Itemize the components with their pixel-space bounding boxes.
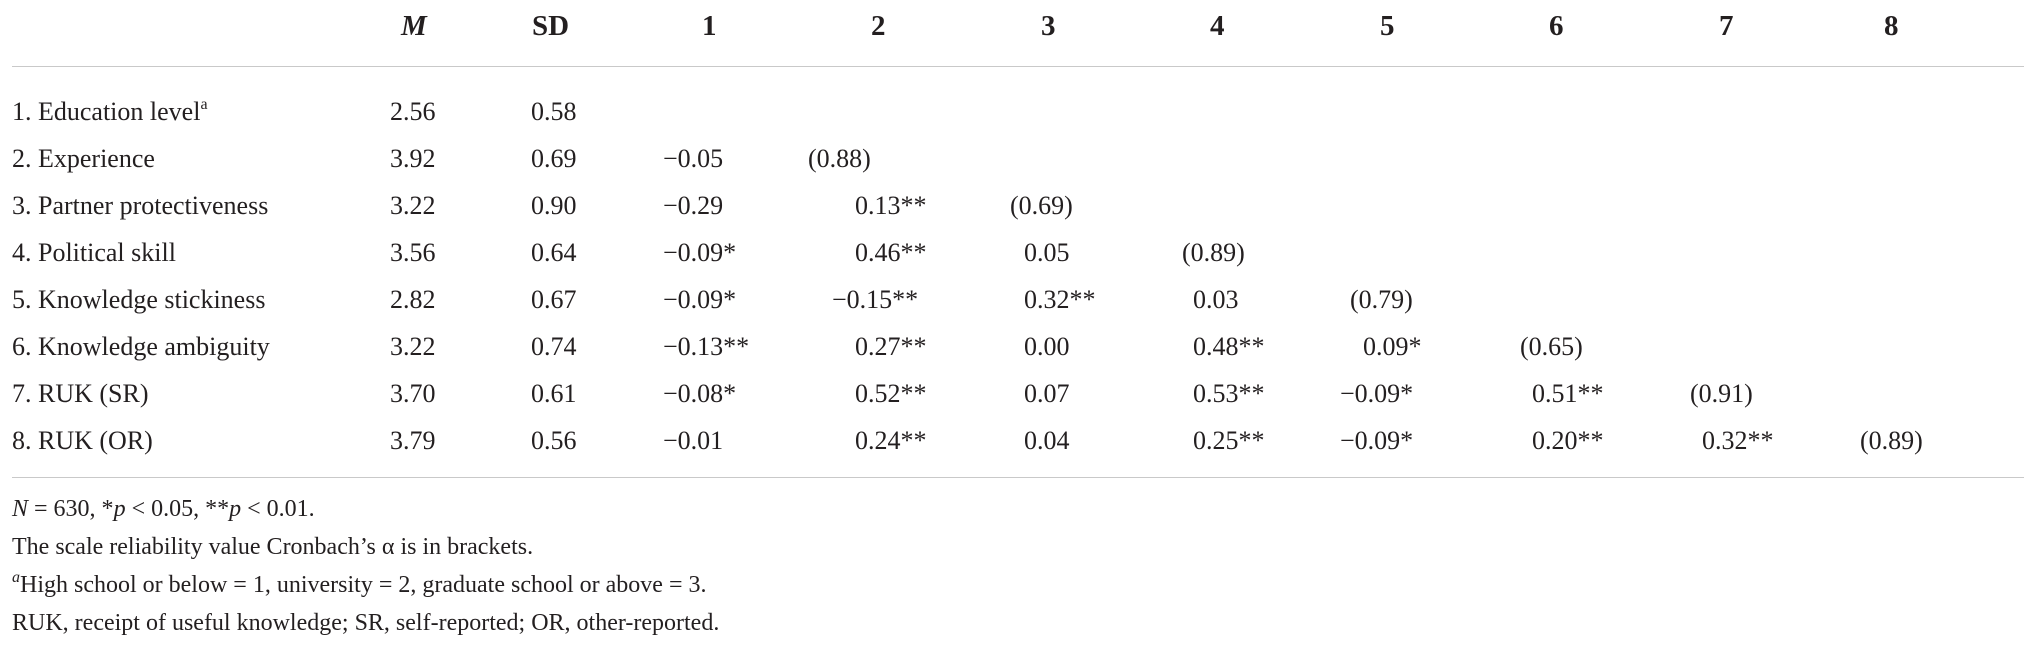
- correlation-cell: −0.13**: [663, 332, 750, 361]
- correlation-cell: 0.07: [1024, 379, 1070, 408]
- header-col-8: 8: [1884, 10, 1899, 42]
- header-col-1: 1: [702, 10, 717, 42]
- note-abbreviations: RUK, receipt of useful knowledge; SR, se…: [12, 610, 720, 636]
- correlation-cell: 0.09*: [1363, 332, 1422, 361]
- sd-value: 0.90: [531, 191, 577, 220]
- table-bottom-divider: [12, 477, 2024, 478]
- sd-value: 0.61: [531, 379, 577, 408]
- correlation-cell: −0.09*: [1340, 426, 1414, 455]
- correlation-cell: 0.03: [1193, 285, 1239, 314]
- reliability-cell: (0.89): [1860, 426, 1923, 455]
- reliability-cell: (0.89): [1182, 238, 1245, 267]
- mean-value: 3.79: [390, 426, 436, 455]
- variable-label: 8. RUK (OR): [12, 426, 153, 455]
- variable-label: 2. Experience: [12, 144, 155, 173]
- table-row: 2. Experience 3.92 0.69 −0.05 (0.88): [0, 139, 2030, 185]
- reliability-cell: (0.79): [1350, 285, 1413, 314]
- mean-value: 2.56: [390, 97, 436, 126]
- header-sd: SD: [532, 10, 570, 42]
- sd-value: 0.58: [531, 97, 577, 126]
- correlation-cell: 0.32**: [1024, 285, 1096, 314]
- mean-value: 3.70: [390, 379, 436, 408]
- header-col-4: 4: [1210, 10, 1225, 42]
- header-m: M: [401, 10, 427, 42]
- table-row: 4. Political skill 3.56 0.64 −0.09* 0.46…: [0, 233, 2030, 279]
- correlation-cell: 0.24**: [855, 426, 927, 455]
- mean-value: 3.92: [390, 144, 436, 173]
- mean-value: 2.82: [390, 285, 436, 314]
- correlation-cell: 0.13**: [855, 191, 927, 220]
- reliability-cell: (0.88): [808, 144, 871, 173]
- correlation-cell: 0.52**: [855, 379, 927, 408]
- sd-value: 0.74: [531, 332, 577, 361]
- mean-value: 3.22: [390, 191, 436, 220]
- correlation-cell: −0.09*: [663, 238, 737, 267]
- sd-value: 0.69: [531, 144, 577, 173]
- correlation-cell: 0.04: [1024, 426, 1070, 455]
- reliability-cell: (0.65): [1520, 332, 1583, 361]
- table-row: 6. Knowledge ambiguity 3.22 0.74 −0.13**…: [0, 327, 2030, 373]
- header-col-3: 3: [1041, 10, 1056, 42]
- sd-value: 0.64: [531, 238, 577, 267]
- mean-value: 3.56: [390, 238, 436, 267]
- table-row: 5. Knowledge stickiness 2.82 0.67 −0.09*…: [0, 280, 2030, 326]
- table-row: 1. Education levela 2.56 0.58: [0, 92, 2030, 138]
- variable-label: 1. Education levela: [12, 96, 208, 127]
- correlation-cell: 0.05: [1024, 238, 1070, 267]
- table-row: 8. RUK (OR) 3.79 0.56 −0.01 0.24** 0.04 …: [0, 421, 2030, 467]
- correlation-cell: −0.08*: [663, 379, 737, 408]
- correlation-cell: 0.51**: [1532, 379, 1604, 408]
- correlation-cell: −0.09*: [1340, 379, 1414, 408]
- sd-value: 0.56: [531, 426, 577, 455]
- note-reliability: The scale reliability value Cronbach’s α…: [12, 534, 534, 560]
- correlation-cell: 0.27**: [855, 332, 927, 361]
- correlation-cell: 0.00: [1024, 332, 1070, 361]
- correlation-cell: −0.29: [663, 191, 724, 220]
- table-row: 7. RUK (SR) 3.70 0.61 −0.08* 0.52** 0.07…: [0, 374, 2030, 420]
- correlation-cell: 0.25**: [1193, 426, 1265, 455]
- sd-value: 0.67: [531, 285, 577, 314]
- correlation-cell: −0.01: [663, 426, 724, 455]
- note-education-coding: aHigh school or below = 1, university = …: [12, 569, 707, 599]
- mean-value: 3.22: [390, 332, 436, 361]
- correlation-cell: −0.15**: [832, 285, 919, 314]
- correlation-cell: −0.09*: [663, 285, 737, 314]
- header-col-6: 6: [1549, 10, 1564, 42]
- correlation-cell: 0.48**: [1193, 332, 1265, 361]
- header-col-5: 5: [1380, 10, 1395, 42]
- correlation-cell: 0.46**: [855, 238, 927, 267]
- footnote-marker: a: [200, 96, 208, 113]
- variable-label: 7. RUK (SR): [12, 379, 149, 408]
- header-col-2: 2: [871, 10, 886, 42]
- note-sample-size: N = 630, *p < 0.05, **p < 0.01.: [12, 496, 315, 522]
- correlation-cell: 0.32**: [1702, 426, 1774, 455]
- correlation-cell: 0.53**: [1193, 379, 1265, 408]
- variable-label: 4. Political skill: [12, 238, 176, 267]
- footnote-marker: a: [12, 569, 20, 586]
- reliability-cell: (0.91): [1690, 379, 1753, 408]
- header-col-7: 7: [1719, 10, 1734, 42]
- table-notes: N = 630, *p < 0.05, **p < 0.01. The scal…: [12, 490, 719, 642]
- reliability-cell: (0.69): [1010, 191, 1073, 220]
- correlation-cell: −0.05: [663, 144, 724, 173]
- header-divider: [12, 66, 2024, 67]
- correlation-cell: 0.20**: [1532, 426, 1604, 455]
- variable-label: 6. Knowledge ambiguity: [12, 332, 270, 361]
- variable-label: 3. Partner protectiveness: [12, 191, 269, 220]
- variable-label: 5. Knowledge stickiness: [12, 285, 266, 314]
- table-row: 3. Partner protectiveness 3.22 0.90 −0.2…: [0, 186, 2030, 232]
